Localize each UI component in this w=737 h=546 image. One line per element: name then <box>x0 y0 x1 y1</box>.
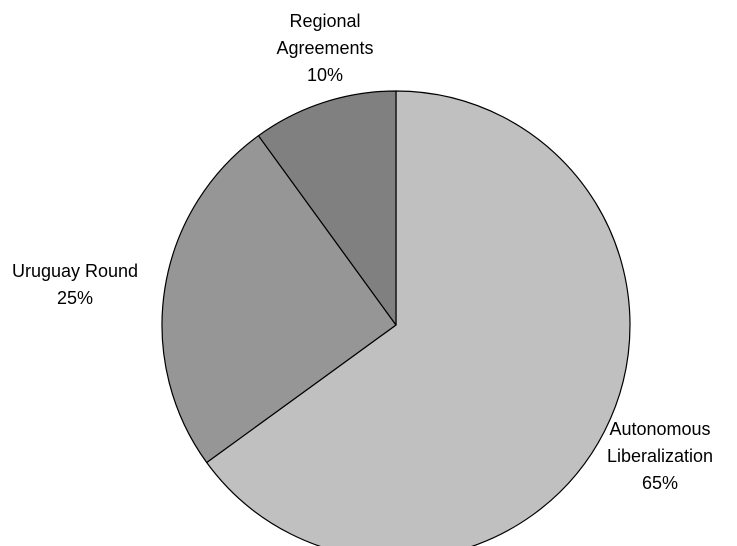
slice-uruguay-round <box>161 135 397 464</box>
slice-name-line: Uruguay Round <box>11 261 139 281</box>
slice-percent: 25% <box>56 288 94 308</box>
slice-name-line: Agreements <box>276 38 374 58</box>
slice-percent: 10% <box>306 65 344 85</box>
slice-name-line: Regional <box>289 11 361 31</box>
pie-slices <box>161 90 631 546</box>
slice-regional-agreements <box>257 90 397 326</box>
slice-percent: 65% <box>641 473 679 493</box>
slice-label-autonomous-liberalization: Autonomous Liberalization 65% <box>590 416 730 497</box>
slice-name-line: Liberalization <box>606 446 714 466</box>
slice-name-line: Autonomous <box>609 419 711 439</box>
slice-label-uruguay-round: Uruguay Round 25% <box>0 258 150 312</box>
slice-label-regional-agreements: Regional Agreements 10% <box>250 8 400 89</box>
